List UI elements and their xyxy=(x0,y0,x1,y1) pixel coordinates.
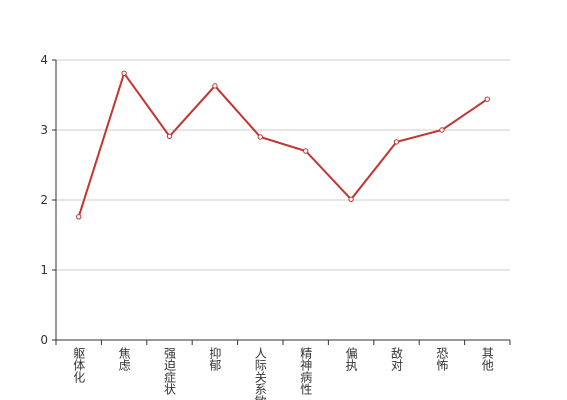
line xyxy=(77,71,488,218)
point xyxy=(76,214,82,220)
y-tick-label: 4 xyxy=(40,53,48,67)
point xyxy=(212,83,218,89)
y-tick-label: 3 xyxy=(40,123,48,137)
point xyxy=(439,127,445,133)
x-tick-label: 焦虑 xyxy=(117,347,131,371)
point xyxy=(393,139,400,145)
x-tick-label: 人际关系敏感 xyxy=(253,347,267,400)
y-tick-label: 1 xyxy=(40,263,48,277)
x-tick-label: 恐怖 xyxy=(435,347,449,371)
point xyxy=(348,196,354,203)
point xyxy=(257,134,263,140)
x-tick-label: 躯体化 xyxy=(72,346,86,384)
x-tick-label: 抑郁 xyxy=(208,346,222,372)
y-tick-label: 0 xyxy=(40,333,48,347)
y-tick-label: 2 xyxy=(40,193,48,207)
x-tick-label: 精神病性 xyxy=(299,347,313,396)
point xyxy=(303,148,309,154)
point xyxy=(484,96,490,102)
point xyxy=(121,70,127,77)
x-tick-label: 敌对 xyxy=(390,346,404,371)
point xyxy=(166,133,173,140)
x-tick-label: 强迫症状 xyxy=(163,347,177,395)
x-tick-label: 其他 xyxy=(480,347,494,371)
x-tick-label: 偏执 xyxy=(344,346,358,372)
